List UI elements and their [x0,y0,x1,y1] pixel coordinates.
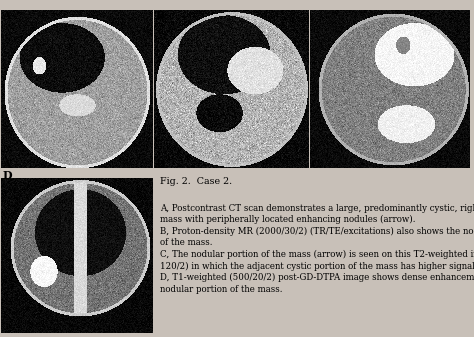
Text: A, Postcontrast CT scan demonstrates a large, predominantly cystic, right fronta: A, Postcontrast CT scan demonstrates a l… [160,204,474,294]
Text: B: B [155,159,165,170]
Text: Fig. 2.  Case 2.: Fig. 2. Case 2. [160,177,232,186]
Text: A: A [2,159,11,170]
Text: B: B [155,10,165,21]
Text: D: D [2,170,12,181]
Text: C: C [311,159,320,170]
Text: A: A [2,10,11,21]
